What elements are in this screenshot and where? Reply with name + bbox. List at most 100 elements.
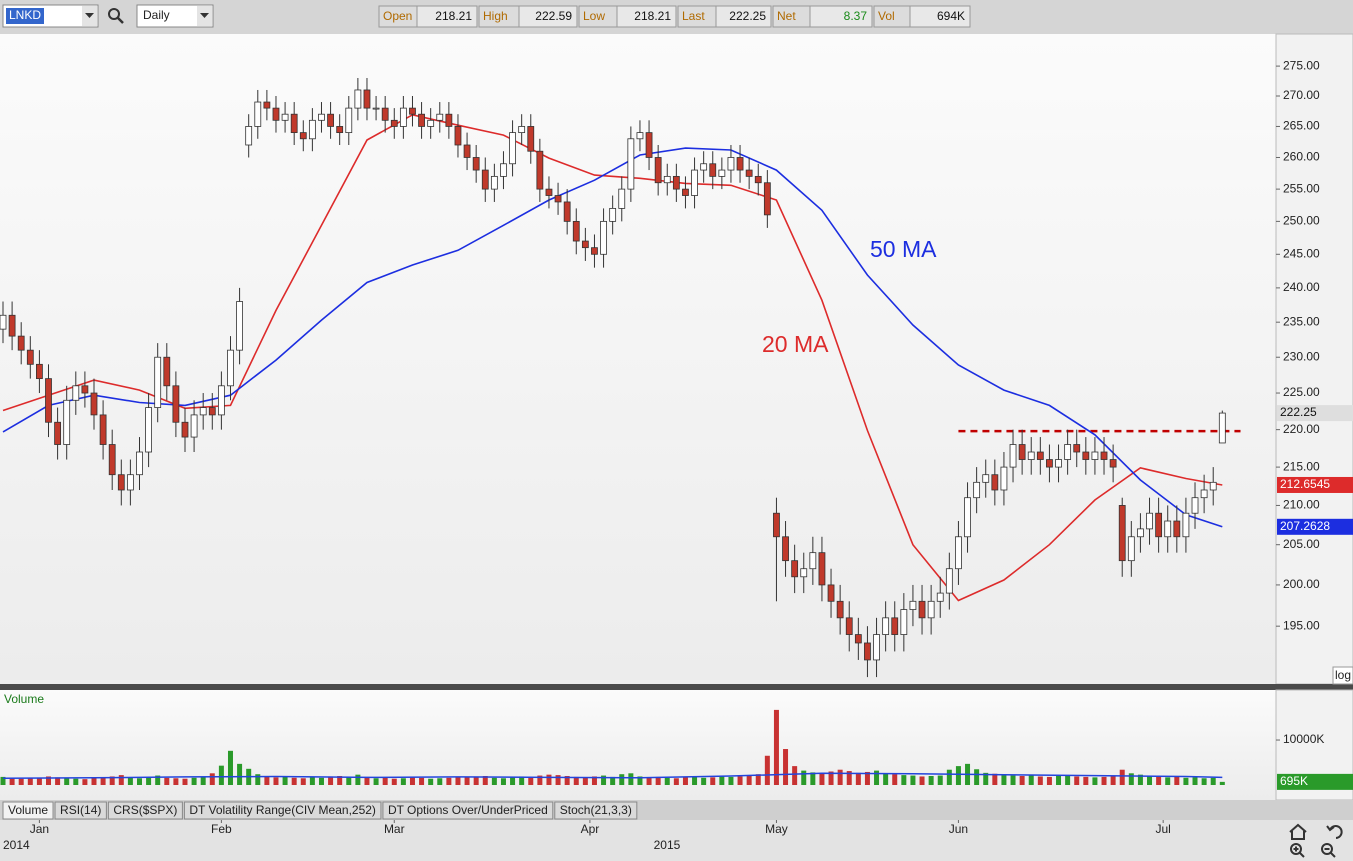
volume-bar	[346, 776, 352, 785]
quote-value: 222.25	[729, 9, 766, 23]
volume-bar	[355, 774, 361, 785]
volume-bar	[173, 778, 179, 785]
home-button[interactable]	[1289, 823, 1307, 840]
ma-value-box-label: 212.6545	[1280, 477, 1330, 491]
candle-body	[117, 474, 125, 491]
y-tick-label: 210.00	[1283, 498, 1320, 512]
candle-body	[964, 497, 971, 538]
candle-body	[327, 113, 334, 127]
volume-bar	[109, 776, 115, 785]
volume-bar	[0, 776, 6, 785]
volume-bar	[673, 778, 679, 785]
x-tick-label: May	[765, 822, 788, 836]
indicator-tab[interactable]	[107, 801, 183, 820]
volume-bar	[792, 766, 798, 785]
candle-body	[381, 107, 389, 121]
candle-body	[463, 144, 471, 158]
volume-bar	[901, 775, 907, 785]
volume-bar	[983, 772, 989, 785]
volume-bar	[328, 776, 334, 785]
volume-bar	[127, 777, 133, 785]
candle-body	[682, 188, 689, 196]
y-tick-label: 275.00	[1283, 58, 1320, 72]
quote-value-cell	[518, 5, 578, 28]
volume-bar	[373, 778, 379, 785]
volume-bar	[619, 774, 625, 785]
year-label: 2014	[3, 838, 30, 852]
indicator-tab-label: Volume	[8, 803, 48, 817]
indicator-tab-label: RSI(14)	[60, 803, 101, 817]
ma-annotation: 20 MA	[762, 331, 829, 357]
candle-body	[1155, 512, 1163, 538]
indicator-tab[interactable]	[54, 801, 107, 820]
price-pane	[0, 34, 1276, 684]
volume-bar	[482, 776, 488, 785]
volume-bar	[564, 776, 570, 785]
volume-bar	[1037, 776, 1043, 785]
volume-bar	[1137, 774, 1143, 785]
volume-bar	[528, 776, 534, 785]
search-icon[interactable]	[108, 8, 120, 20]
volume-bar	[45, 776, 51, 785]
last-price-box-label: 222.25	[1280, 405, 1317, 419]
search-icon-handle	[117, 17, 124, 24]
candle-body	[809, 552, 817, 570]
plot: 195.00 200.00 205.00 210.00 215.00 220.00 225.…	[0, 58, 1353, 852]
indicator-tab[interactable]	[554, 801, 638, 820]
candle-body	[1082, 451, 1090, 460]
candle-body	[763, 182, 771, 216]
volume-bar	[1010, 775, 1016, 785]
volume-bar	[237, 763, 243, 785]
candle-body	[163, 356, 171, 387]
year-label: 2015	[654, 838, 681, 852]
volume-bar	[1110, 776, 1116, 785]
volume-bar	[191, 777, 197, 785]
volume-bar	[391, 778, 397, 785]
zoom-in-button[interactable]	[1290, 843, 1302, 855]
interval-select[interactable]	[136, 4, 214, 28]
volume-bar	[737, 776, 743, 785]
volume-bar	[864, 771, 870, 785]
indicator-tab[interactable]	[2, 801, 54, 820]
candle-body	[1109, 459, 1117, 468]
candle-body	[1182, 512, 1190, 538]
quote-value: 218.21	[435, 9, 472, 23]
undo-button[interactable]	[1326, 825, 1343, 839]
candle-body	[154, 356, 162, 408]
y-tick-label: 255.00	[1283, 181, 1320, 195]
indicator-tab[interactable]	[382, 801, 554, 820]
volume-bar	[146, 777, 152, 785]
ma-value-box-label: 207.2628	[1280, 519, 1330, 533]
volume-bar	[1219, 781, 1225, 785]
volume-bar	[837, 769, 843, 785]
volume-bar	[227, 750, 233, 785]
candle-body	[336, 126, 344, 134]
volume-bar	[591, 776, 597, 785]
volume-bar	[692, 776, 698, 785]
candle-body	[864, 642, 871, 661]
indicator-tab-label: CRS($SPX)	[113, 803, 177, 817]
volume-bar	[1092, 777, 1098, 785]
scale-mode-box[interactable]	[1332, 666, 1353, 685]
zoom-out-button[interactable]	[1321, 843, 1333, 855]
candle-body	[854, 634, 862, 644]
candle-body	[1091, 451, 1099, 460]
candle-body	[627, 138, 635, 190]
x-tick-label: Jun	[949, 822, 968, 836]
candle-body	[645, 132, 653, 158]
volume-bar	[701, 777, 707, 785]
candle-body	[136, 451, 143, 476]
y-tick-label: 260.00	[1283, 150, 1320, 164]
candle-body	[8, 314, 16, 337]
candle-body	[1146, 512, 1153, 530]
candle-body	[63, 399, 71, 445]
indicator-tab[interactable]	[183, 801, 382, 820]
candle-body	[1209, 481, 1217, 491]
quote-value-cell	[416, 5, 478, 28]
volume-bar	[100, 777, 106, 785]
pane-splitter[interactable]	[0, 684, 1353, 690]
candle-body	[1100, 451, 1108, 460]
volume-bar	[710, 777, 716, 785]
candle-body	[1073, 444, 1081, 453]
